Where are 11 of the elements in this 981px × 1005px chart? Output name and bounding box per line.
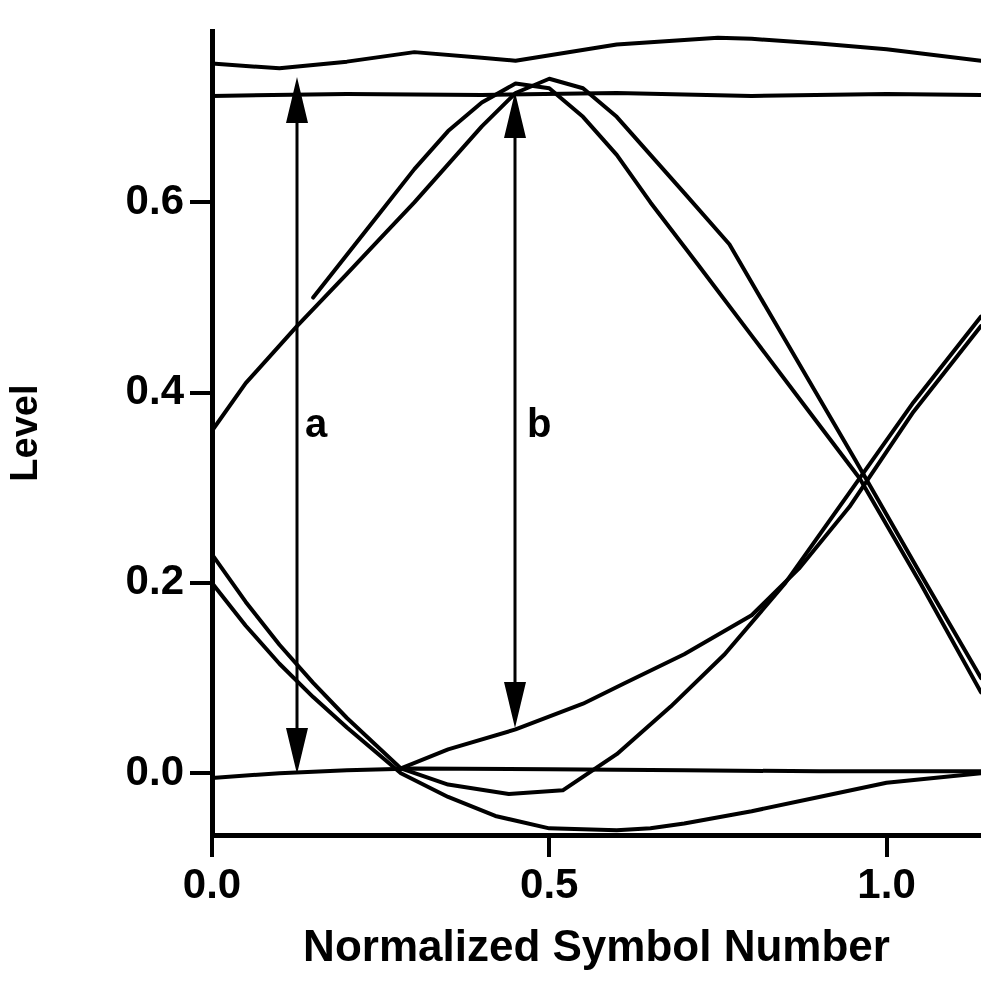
y-tick-label: 0.2: [125, 556, 184, 604]
y-axis-title: Level: [3, 384, 46, 482]
x-tick-label: 0.0: [182, 859, 242, 907]
x-axis-title: Normalized Symbol Number: [303, 920, 890, 970]
annotation: b: [527, 400, 552, 446]
y-tick-label: 0.0: [125, 746, 184, 794]
x-tick-label: 0.5: [520, 859, 579, 907]
y-tick-label: 0.4: [125, 366, 185, 414]
y-tick-label: 0.6: [125, 176, 184, 223]
annotation: a: [305, 400, 328, 446]
x-tick-label: 1.0: [857, 859, 916, 907]
